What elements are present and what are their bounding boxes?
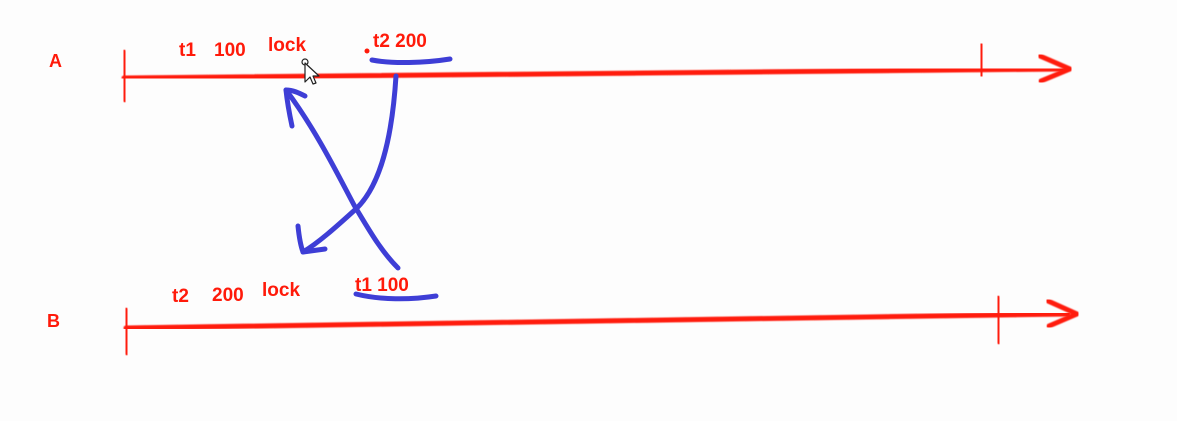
lane-b-event-t1: t1 100 xyxy=(355,275,409,296)
lane-a: A t1 100 lock t2 200 xyxy=(49,31,1073,103)
lane-b: B t2 200 lock t1 100 xyxy=(47,275,1080,356)
lane-a-arrowhead xyxy=(1037,53,1073,84)
lane-a-event-t2: t2 200 xyxy=(373,31,427,52)
lane-b-start-tick xyxy=(123,307,130,356)
lane-b-event-thread: t2 xyxy=(172,286,189,307)
lane-a-end-tick xyxy=(978,42,985,78)
lane-a-start-tick xyxy=(121,49,128,103)
annotations xyxy=(283,56,453,302)
underline-b-t1 xyxy=(353,291,439,302)
lane-a-event-thread: t1 xyxy=(179,40,196,61)
lane-b-label: B xyxy=(47,311,60,331)
lane-a-dot xyxy=(364,48,370,54)
lane-b-event-lock: lock xyxy=(262,280,300,301)
lane-a-event-lock: lock xyxy=(268,35,306,56)
lane-a-event-amount: 100 xyxy=(214,40,246,61)
lane-b-timeline xyxy=(123,311,1071,331)
mouse-pointer-icon xyxy=(301,58,320,85)
lane-b-arrowhead xyxy=(1045,298,1080,329)
lane-b-end-tick xyxy=(995,295,1002,345)
arrow-a-to-b-head xyxy=(295,223,328,255)
lane-b-event-amount: 200 xyxy=(212,285,244,306)
arrow-a-to-b xyxy=(300,73,399,255)
underline-a-t2 xyxy=(369,56,453,66)
arrow-b-to-a xyxy=(283,87,401,271)
arrow-b-to-a-head xyxy=(283,87,308,129)
lane-a-timeline xyxy=(121,66,1065,81)
lane-a-label: A xyxy=(49,51,62,71)
